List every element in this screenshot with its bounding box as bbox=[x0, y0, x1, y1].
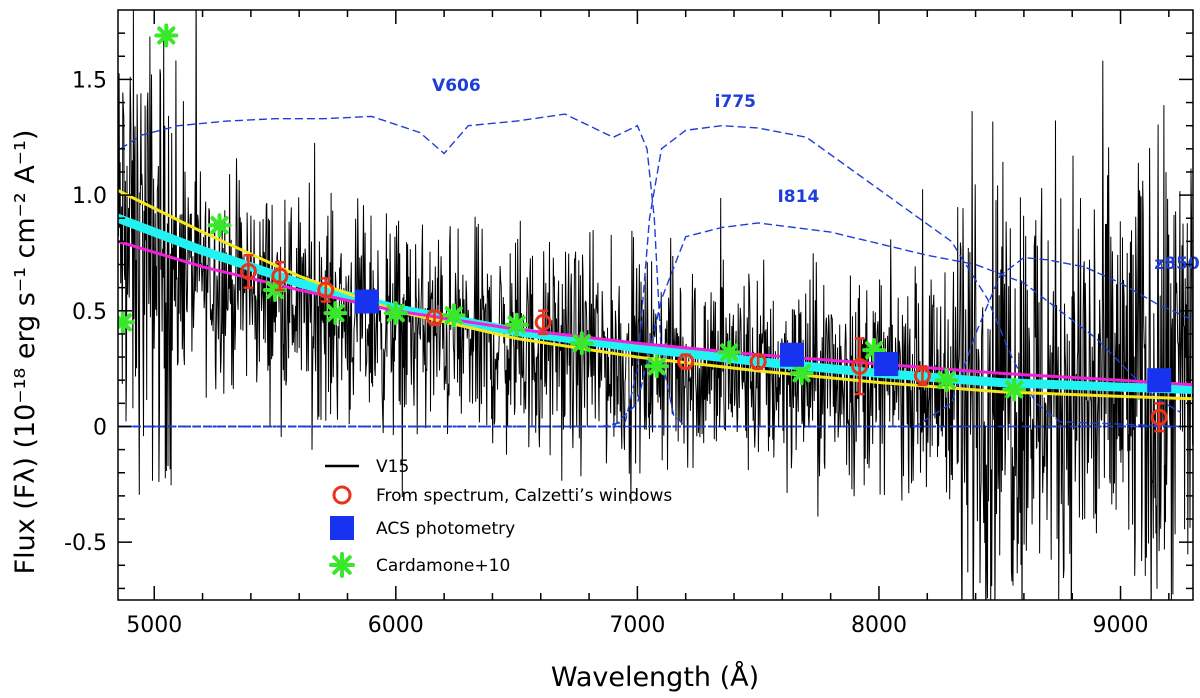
cardamone-point-12 bbox=[862, 338, 887, 363]
calzetti-errorbar-7 bbox=[854, 337, 865, 396]
calzetti-point-6 bbox=[749, 353, 767, 371]
cardamone-point-0 bbox=[118, 310, 135, 335]
calzetti-point-8 bbox=[913, 367, 931, 385]
spectrum-series bbox=[118, 10, 1193, 600]
axis-ticks bbox=[118, 10, 1193, 600]
frame-rect bbox=[117, 9, 1194, 601]
cardamone-point-5 bbox=[383, 301, 408, 326]
y-tick-label-2: 0.5 bbox=[72, 300, 107, 325]
y-tick-label-4: 1.5 bbox=[72, 68, 107, 93]
filter-label-i814: I814 bbox=[777, 187, 819, 207]
calzetti-point-3 bbox=[425, 309, 443, 327]
legend-label-1: From spectrum, Calzetti’s windows bbox=[376, 486, 672, 506]
x-tick-label-6000: 6000 bbox=[368, 613, 424, 638]
calzetti-point-4 bbox=[534, 313, 552, 331]
acs-point-3 bbox=[1147, 368, 1172, 393]
filter-curves bbox=[120, 113, 1193, 428]
cardamone-point-6 bbox=[441, 303, 466, 328]
cardamone-point-13 bbox=[934, 368, 959, 393]
fit-curve-yellow bbox=[118, 189, 1193, 401]
legend-label-2: ACS photometry bbox=[376, 519, 515, 539]
legend-marker-star bbox=[329, 552, 355, 578]
calzetti-point-1 bbox=[271, 267, 289, 285]
x-tick-label-8000: 8000 bbox=[851, 613, 907, 638]
filter-curve-z850 bbox=[120, 256, 1193, 428]
cardamone-point-2 bbox=[207, 213, 232, 238]
acs-point-0 bbox=[354, 289, 379, 314]
calzetti-point-2 bbox=[317, 281, 335, 299]
data-points bbox=[118, 23, 1172, 433]
cardamone-point-7 bbox=[504, 312, 529, 337]
tick-labels: 5000 6000 7000 8000 9000 -0.5 0 0.5 1.0 1.5 bbox=[64, 68, 1148, 638]
cardamone-point-14 bbox=[1002, 377, 1027, 402]
calzetti-point-5 bbox=[677, 353, 695, 371]
cardamone-point-4 bbox=[323, 301, 348, 326]
x-axis-title: Wavelength (Å) bbox=[551, 661, 759, 693]
y-tick-label-3: 1.0 bbox=[72, 184, 107, 209]
x-tick-label-9000: 9000 bbox=[1093, 613, 1149, 638]
calzetti-point-0 bbox=[239, 262, 257, 280]
y-tick-label-1: 0 bbox=[93, 415, 107, 440]
calzetti-point-7 bbox=[851, 357, 869, 375]
legend-marker-circle bbox=[332, 485, 352, 505]
filter-curve-v606 bbox=[120, 113, 1181, 428]
filter-curve-i814 bbox=[120, 222, 1182, 428]
spectrum-line bbox=[118, 10, 1193, 600]
filter-curve-i775 bbox=[120, 124, 1181, 428]
y-axis-title: Flux (Fλ) (10⁻¹⁸ erg s⁻¹ cm⁻² A⁻¹) bbox=[10, 130, 41, 575]
legend-label-0: V15 bbox=[376, 457, 409, 477]
x-tick-label-7000: 7000 bbox=[609, 613, 665, 638]
cardamone-point-11 bbox=[789, 361, 814, 386]
filter-label-v606: V606 bbox=[432, 76, 481, 96]
cardamone-point-9 bbox=[644, 354, 669, 379]
calzetti-errorbar-9 bbox=[1154, 402, 1165, 433]
fit-curve-cyan bbox=[118, 213, 1193, 394]
acs-point-2 bbox=[874, 352, 899, 376]
legend: V15 From spectrum, Calzetti’s windows ACS … bbox=[325, 457, 672, 578]
filter-label-i775: i775 bbox=[715, 92, 756, 112]
cardamone-point-10 bbox=[717, 340, 742, 365]
calzetti-errorbar-1 bbox=[274, 260, 285, 292]
legend-marker-square bbox=[330, 516, 354, 540]
cardamone-point-1 bbox=[154, 23, 179, 48]
x-tick-label-5000: 5000 bbox=[126, 613, 182, 638]
y-tick-label-0: -0.5 bbox=[64, 531, 107, 556]
calzetti-point-9 bbox=[1150, 408, 1168, 426]
cardamone-point-8 bbox=[569, 331, 594, 356]
filter-label-z850: z850 bbox=[1154, 254, 1200, 274]
legend-label-3: Cardamone+10 bbox=[376, 556, 510, 576]
calzetti-errorbar-0 bbox=[243, 254, 254, 289]
acs-point-1 bbox=[779, 342, 804, 367]
plot-frame: V606 i775 I814 z850 bbox=[117, 9, 1200, 601]
